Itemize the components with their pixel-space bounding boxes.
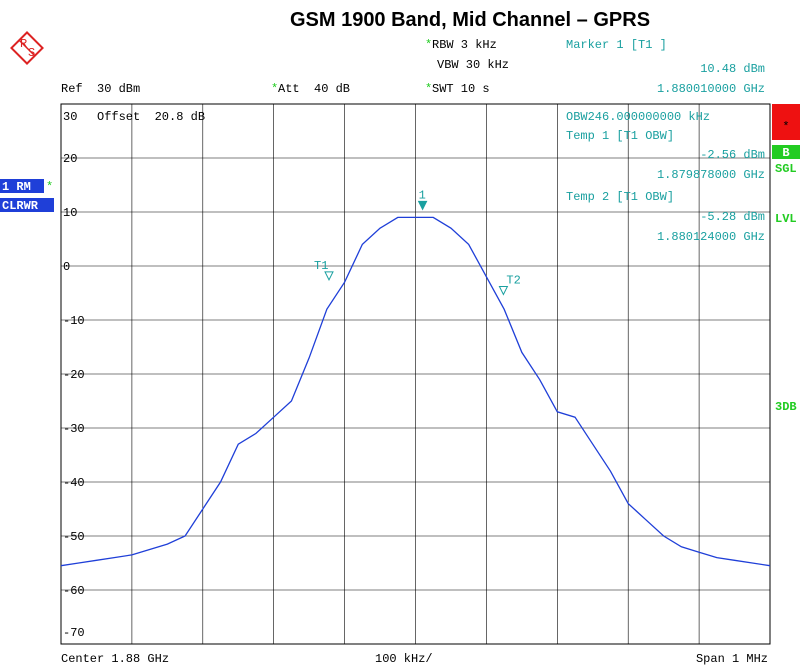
annotation: 100 kHz/ <box>375 652 433 666</box>
side-label: LVL <box>775 212 797 226</box>
side-label: 3DB <box>775 400 797 414</box>
annotation: 1.879878000 GHz <box>657 168 765 182</box>
star: * <box>782 120 789 134</box>
annotation: -5.28 dBm <box>700 210 765 224</box>
y-tick-label: -50 <box>63 530 85 544</box>
status-box <box>772 104 800 140</box>
star: * <box>425 38 432 52</box>
y-tick-label: -10 <box>63 314 85 328</box>
annotation: Marker 1 [T1 ] <box>566 38 667 52</box>
marker <box>417 200 428 211</box>
annotation: Ref 30 dBm <box>61 82 140 96</box>
y-tick-label: 0 <box>63 260 70 274</box>
y-tick-label: -20 <box>63 368 85 382</box>
clrwr-box <box>0 198 54 212</box>
annotation: Center 1.88 GHz <box>61 652 169 666</box>
annotation: 10.48 dBm <box>700 62 765 76</box>
annotation: 1.880124000 GHz <box>657 230 765 244</box>
y-tick-label: 10 <box>63 206 77 220</box>
y-tick-label: 20 <box>63 152 77 166</box>
annotation: SWT 10 s <box>432 82 490 96</box>
marker <box>498 286 509 296</box>
svg-text:R: R <box>20 37 27 51</box>
annotation: OBW246.000000000 kHz <box>566 110 710 124</box>
marker-label: 1 <box>419 188 426 202</box>
y-tick-label: -60 <box>63 584 85 598</box>
annotation: Temp 1 [T1 OBW] <box>566 129 674 143</box>
annotation: VBW 30 kHz <box>437 58 509 72</box>
annotation: Span 1 MHz <box>696 652 768 666</box>
logo: R S <box>10 31 44 65</box>
annotation: Offset 20.8 dB <box>97 110 205 124</box>
y-tick-label: -30 <box>63 422 85 436</box>
star: * <box>46 180 53 194</box>
star: * <box>271 82 278 96</box>
b-box <box>772 145 800 159</box>
marker <box>324 271 334 281</box>
annotation: -2.56 dBm <box>700 148 765 162</box>
marker-label: T1 <box>314 259 328 273</box>
svg-text:S: S <box>28 46 35 60</box>
side-label: B <box>782 146 789 160</box>
annotation: 1.880010000 GHz <box>657 82 765 96</box>
annotation: RBW 3 kHz <box>432 38 497 52</box>
star: * <box>425 82 432 96</box>
side-label: SGL <box>775 162 797 176</box>
y-tick-label: -40 <box>63 476 85 490</box>
annotation: Temp 2 [T1 OBW] <box>566 190 674 204</box>
side-label: CLRWR <box>2 199 39 213</box>
marker-label: T2 <box>506 274 520 288</box>
trace <box>60 216 771 567</box>
y-tick-label: -70 <box>63 626 85 640</box>
chart-title: GSM 1900 Band, Mid Channel – GPRS <box>290 9 650 31</box>
annotation: Att 40 dB <box>278 82 350 96</box>
rm-box <box>0 179 44 193</box>
side-label: 1 RM <box>2 180 31 194</box>
y-tick-label: 30 <box>63 110 77 124</box>
